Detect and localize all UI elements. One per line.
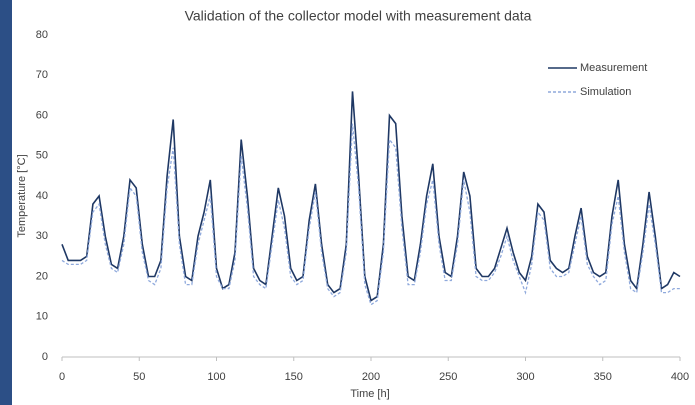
- y-tick-label: 10: [36, 311, 48, 323]
- legend-label: Measurement: [580, 62, 647, 74]
- chart-title: Validation of the collector model with m…: [185, 8, 532, 24]
- y-axis-title: Temperature [°C]: [16, 154, 28, 237]
- y-tick-label: 0: [42, 351, 48, 363]
- x-tick-label: 200: [362, 371, 380, 383]
- y-tick-label: 60: [36, 109, 48, 121]
- x-axis-title: Time [h]: [350, 388, 389, 400]
- legend-label: Simulation: [580, 86, 631, 98]
- side-strip: [0, 0, 12, 405]
- y-tick-label: 40: [36, 190, 48, 202]
- x-tick-label: 300: [516, 371, 534, 383]
- x-tick-label: 150: [285, 371, 303, 383]
- x-tick-label: 400: [671, 371, 689, 383]
- y-tick-label: 20: [36, 270, 48, 282]
- series-line: [61, 123, 680, 306]
- x-tick-label: 250: [439, 371, 457, 383]
- y-tick-label: 70: [36, 69, 48, 81]
- y-tick-label: 80: [36, 29, 48, 41]
- y-tick-label: 30: [36, 230, 48, 242]
- series-line: [61, 91, 681, 302]
- y-tick-label: 50: [36, 150, 48, 162]
- x-tick-label: 50: [133, 371, 145, 383]
- x-tick-label: 0: [59, 371, 65, 383]
- x-tick-label: 350: [594, 371, 612, 383]
- x-tick-label: 100: [207, 371, 225, 383]
